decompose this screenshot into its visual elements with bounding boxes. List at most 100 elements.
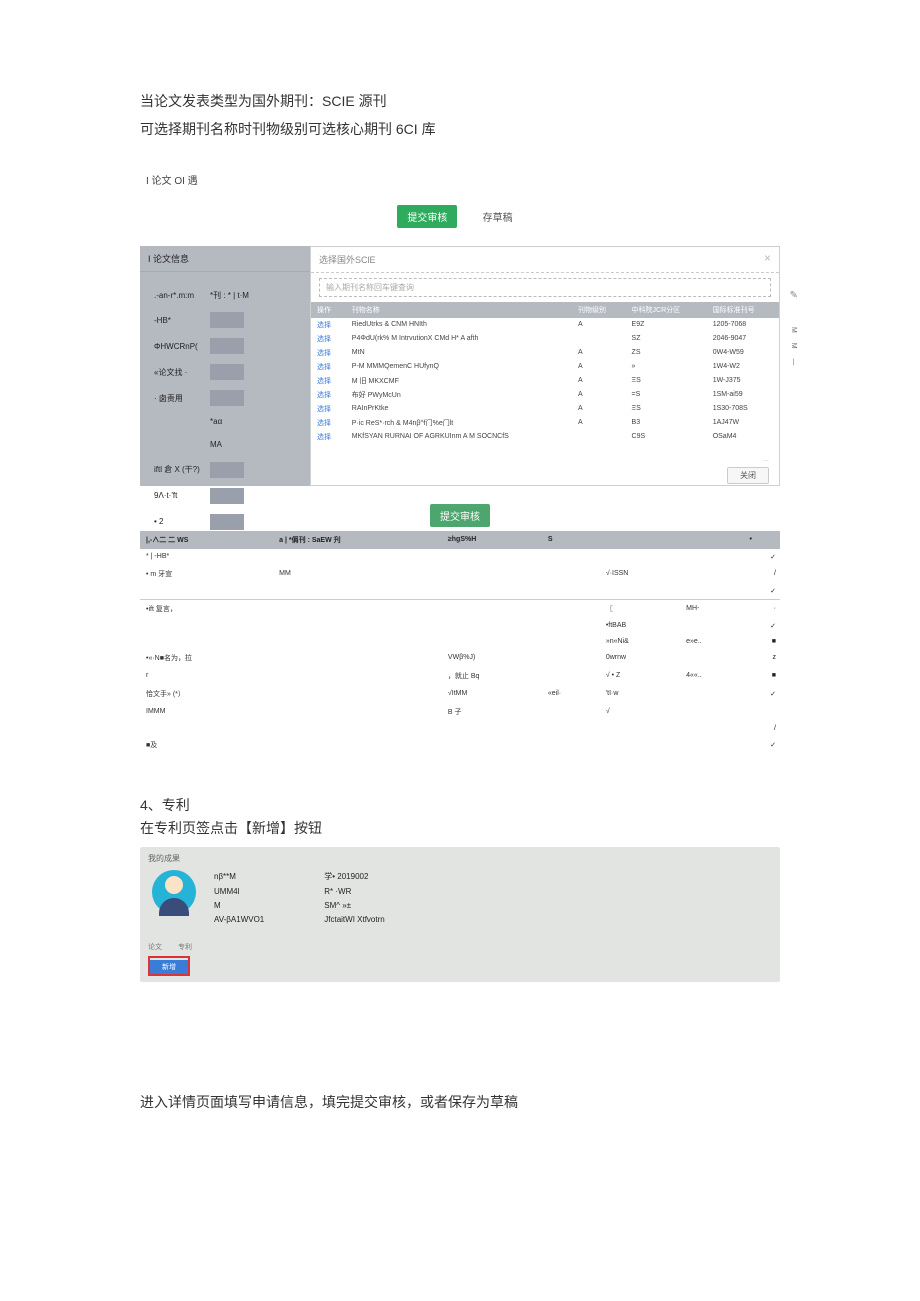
cell-jcr: ΞS: [626, 374, 707, 388]
tab-paper[interactable]: 论文: [148, 944, 162, 951]
select-link[interactable]: 选择: [317, 392, 331, 399]
table-row: 选择MtNAZS0W4-W59: [311, 346, 779, 360]
table-row: •«·N■名为，拉VWβ%J)0wrnwz: [140, 649, 780, 667]
close-icon[interactable]: ×: [764, 251, 771, 265]
select-link[interactable]: 选择: [317, 364, 331, 371]
select-link[interactable]: 选择: [317, 420, 331, 427]
profile-field: nβ**M: [214, 870, 264, 884]
cell-name: MKfSYAN RURNAI OF AGRKUInm A M SOCNCfS: [346, 430, 572, 444]
cell-lvl: [572, 332, 626, 346]
lh-dot: •: [743, 531, 780, 549]
save-draft-button[interactable]: 存草稿: [473, 205, 523, 228]
select-link[interactable]: 选择: [317, 406, 331, 413]
journal-search-input[interactable]: 输入期刊名称回车键查询: [319, 278, 771, 297]
cell-issn: OSaM4: [707, 430, 779, 444]
cell-name: M 旧 MKXCMF: [346, 374, 572, 388]
form-field: *aα: [154, 416, 296, 429]
profile-field: JfctaitWI Xtfvotrn: [324, 913, 384, 927]
th-op: 操作: [311, 302, 346, 318]
cell-jcr: E9Z: [626, 318, 707, 332]
th-lvl: 刊物级别: [572, 302, 626, 318]
cell-jcr: C9S: [626, 430, 707, 444]
cell-jcr: SZ: [626, 332, 707, 346]
cell-lvl: A: [572, 402, 626, 416]
select-link[interactable]: 选择: [317, 434, 331, 441]
cell-name: RAInPrKtke: [346, 402, 572, 416]
form-panel: I 论文信息 .-an-r*.m:m*刊 : * | t·M-HB*ΦHWCRn…: [140, 246, 780, 486]
intro-text: 当论文发表类型为国外期刊：SCIE 源刊 可选择期刊名称时刊物级别可选核心期刊 …: [140, 90, 780, 142]
table-row: 选择RAInPrKtkeAΞS1S30-708S: [311, 402, 779, 416]
profile-tag: 我的成果: [148, 853, 772, 864]
cell-name: RiedUtrks & CNM HNIth: [346, 318, 572, 332]
table-row: 选择M 旧 MKXCMFAΞS1W-J375: [311, 374, 779, 388]
table-row: 选择P·ic ReS*·rch & M4nβ^f门%e门ltAB31AJ47W: [311, 416, 779, 430]
cell-name: P-M MMMQemenC HUfynQ: [346, 360, 572, 374]
cell-lvl: A: [572, 388, 626, 402]
cell-name: MtN: [346, 346, 572, 360]
sec4-heading: 4、专利: [140, 794, 780, 818]
cell-jcr: =S: [626, 388, 707, 402]
cell-lvl: A: [572, 416, 626, 430]
th-jcr: 中科院JCR分区: [626, 302, 707, 318]
table-row: 恰文手» (*）√ItMM«eil·'tI·w✓: [140, 685, 780, 703]
cell-issn: 1205-7068: [707, 318, 779, 332]
close-button[interactable]: 关闭: [727, 467, 769, 484]
crumb: I 论文 OI 遇: [146, 172, 780, 187]
add-highlight: 新增: [148, 956, 190, 976]
cell-lvl: A: [572, 318, 626, 332]
select-link[interactable]: 选择: [317, 350, 331, 357]
cell-jcr: ZS: [626, 346, 707, 360]
tab-patent[interactable]: 专利: [178, 944, 192, 951]
journal-table: 操作 刊物名称 刊物级别 中科院JCR分区 国际标准刊号 选择 RiedUtrks…: [311, 302, 779, 444]
table-row: •ftBAB✓: [140, 618, 780, 634]
profile-card: 我的成果 nβ**MUMM4lMAV-βA1WVO1 学• 2019002R* …: [140, 847, 780, 982]
sec4-text: 在专利页签点击【新增】按钮: [140, 817, 780, 841]
form-field: 9Λ·t·'ft: [154, 488, 296, 504]
cell-issn: 1W4-W2: [707, 360, 779, 374]
cell-name: 布好 PWyMcUn: [346, 388, 572, 402]
side-marks: M M —: [790, 327, 797, 370]
select-link[interactable]: 选择: [317, 336, 331, 343]
modal-title: 选择国外SClE: [319, 255, 376, 265]
th-name: 刊物名称: [346, 302, 572, 318]
table-row: 选择 MKfSYAN RURNAI OF AGRKUInm A M SOCNCfS…: [311, 430, 779, 444]
cell-name: P·ic ReS*·rch & M4nβ^f门%e门lt: [346, 416, 572, 430]
table-row: 选择 RiedUtrks & CNM HNIthAE9Z1205-7068: [311, 318, 779, 332]
table-row: * | -HB*✓: [140, 549, 780, 565]
cell-lvl: A: [572, 346, 626, 360]
table-row: »n«Ni&e»e..■: [140, 634, 780, 649]
table-row: IMMMB 子√: [140, 703, 780, 721]
profile-field: AV-βA1WVO1: [214, 913, 264, 927]
pager-hint: …: [727, 457, 769, 463]
submit-button[interactable]: 提交审核: [397, 205, 457, 228]
table-row: 选择布好 PWyMcUnA=S1SM-ai59: [311, 388, 779, 402]
journal-modal: 选择国外SClE × 输入期刊名称回车键查询 操作 刊物名称 刊物级别 中科院J…: [310, 246, 780, 486]
avatar: [152, 870, 196, 914]
select-link[interactable]: 选择: [317, 378, 331, 385]
form-field: MA: [154, 439, 296, 452]
table-row: •ift 复言，〖MH-·: [140, 599, 780, 618]
select-link[interactable]: 选择: [317, 322, 331, 329]
profile-field: SM^ »±: [324, 899, 384, 913]
form-field: .-an-r*.m:m*刊 : * | t·M: [154, 290, 296, 303]
profile-field: 学• 2019002: [324, 870, 384, 884]
cell-issn: 1AJ47W: [707, 416, 779, 430]
form-field: ΦHWCRnP(: [154, 338, 296, 354]
form-field: -HB*: [154, 312, 296, 328]
submit-button-2[interactable]: 提交审核: [430, 504, 490, 527]
lh-3: ≥hgS%H: [442, 531, 542, 549]
table-row: ✓: [140, 583, 780, 600]
add-button[interactable]: 新增: [150, 960, 188, 974]
cell-jcr: »: [626, 360, 707, 374]
edit-icon[interactable]: ✎: [790, 290, 798, 301]
cell-lvl: [572, 430, 626, 444]
profile-field: M: [214, 899, 264, 913]
lower-table: |,-∧二 二 WS a | *偁刊 : SaEW 刋 ≥hgS%H S • *…: [140, 531, 780, 754]
cell-issn: 1W-J375: [707, 374, 779, 388]
cell-issn: 2046-9047: [707, 332, 779, 346]
th-issn: 国际标准刊号: [707, 302, 779, 318]
profile-field: R* ·WR: [324, 885, 384, 899]
intro-line-1: 当论文发表类型为国外期刊：SCIE 源刊: [140, 90, 780, 114]
cell-issn: 1S30-708S: [707, 402, 779, 416]
form-field: • 2: [154, 514, 296, 530]
